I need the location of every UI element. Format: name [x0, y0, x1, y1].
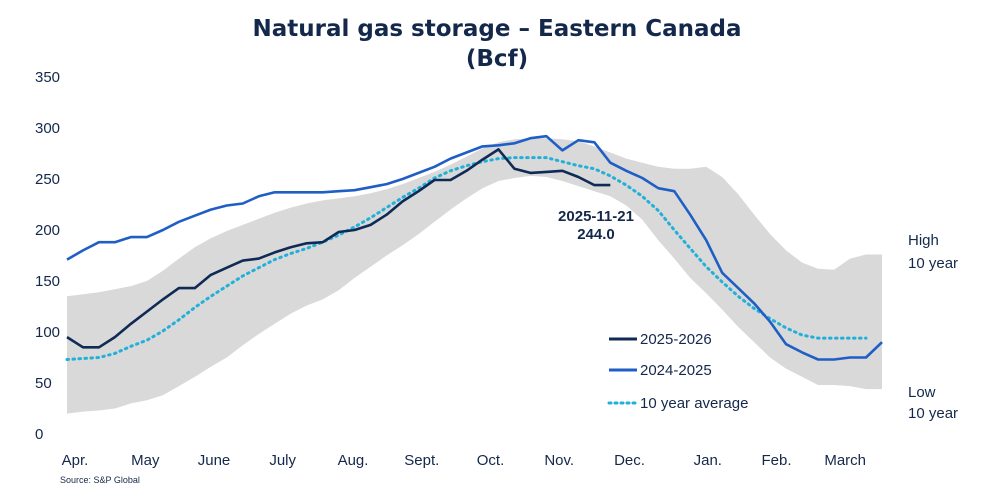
legend-label-2025-2026: 2025-2026 [640, 331, 712, 348]
x-tick-label: Oct. [477, 452, 505, 469]
high-band-label-line1: High [908, 232, 939, 249]
y-tick-label: 150 [35, 273, 60, 290]
x-tick-label: May [131, 452, 160, 469]
y-tick-label: 0 [35, 426, 43, 443]
legend-label-2024-2025: 2024-2025 [640, 362, 712, 379]
x-axis-ticks: Apr. May June July Aug. Sept. Oct. Nov. Dec. Jan.… [62, 452, 866, 469]
range-band [67, 138, 882, 414]
x-tick-label: Feb. [761, 452, 791, 469]
y-tick-label: 250 [35, 171, 60, 188]
series-line-10-year-average [65, 156, 868, 361]
chart-subtitle: (Bcf) [466, 46, 528, 72]
x-tick-label: Jan. [694, 452, 722, 469]
x-tick-label: Dec. [614, 452, 645, 469]
y-tick-label: 100 [35, 324, 60, 341]
range-band-layer [67, 138, 882, 414]
x-tick-label: Nov. [544, 452, 574, 469]
x-tick-label: Sept. [404, 452, 439, 469]
x-tick-label: March [824, 452, 866, 469]
x-tick-label: Aug. [338, 452, 369, 469]
annotation-date: 2025-11-21 [558, 208, 634, 225]
legend: 2025-2026 2024-2025 10 year average [607, 331, 748, 412]
source-note: Source: S&P Global [60, 475, 140, 485]
x-tick-label: Apr. [62, 452, 89, 469]
y-tick-label: 300 [35, 120, 60, 137]
y-tick-label: 200 [35, 222, 60, 239]
y-axis-ticks: 0 50 100 150 200 250 300 350 [35, 69, 60, 443]
series-layer [65, 134, 883, 361]
x-tick-label: June [198, 452, 231, 469]
low-band-label-line1: Low [908, 384, 936, 401]
y-tick-label: 50 [35, 375, 52, 392]
series-line-2025-2026 [66, 148, 611, 349]
annotation-value: 244.0 [577, 226, 615, 243]
low-band-label-line2: 10 year [908, 405, 958, 422]
high-band-label-line2: 10 year [908, 255, 958, 272]
x-tick-label: July [269, 452, 296, 469]
legend-label-10-year-average: 10 year average [640, 395, 748, 412]
y-tick-label: 350 [35, 69, 60, 86]
series-line-2024-2025 [66, 134, 883, 361]
chart-title: Natural gas storage – Eastern Canada [252, 16, 741, 42]
